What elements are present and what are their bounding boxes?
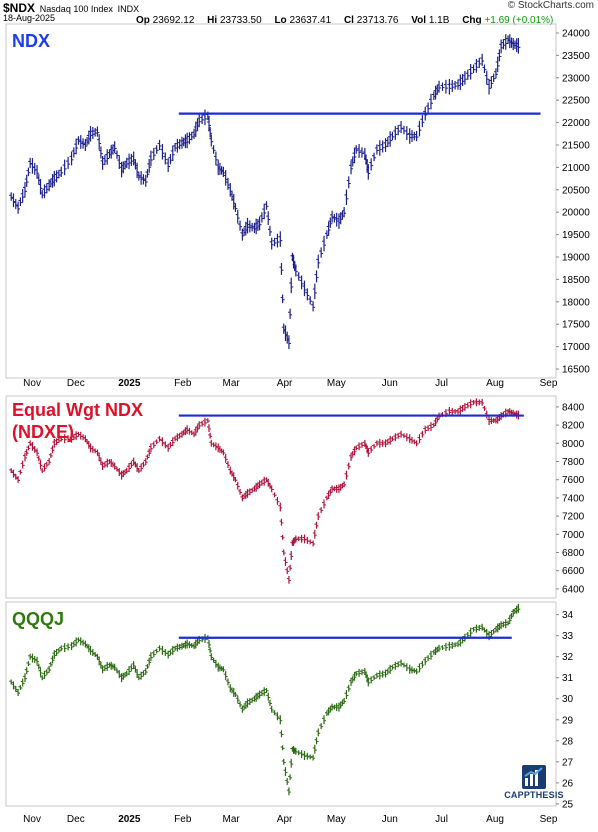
panel-frame-0 bbox=[5, 23, 557, 379]
y-tick-label: 8400 bbox=[562, 402, 585, 413]
y-tick-label: 6800 bbox=[562, 548, 585, 559]
high-value: 23733.50 bbox=[219, 15, 262, 26]
panel-frame-1 bbox=[5, 395, 557, 599]
x-tick-label: Apr bbox=[277, 378, 293, 389]
x-tick-label: Dec bbox=[67, 378, 85, 389]
y-tick-label: 7200 bbox=[562, 512, 585, 523]
y-tick-label: 16500 bbox=[562, 365, 590, 376]
symbol-name: Nasdaq 100 Index bbox=[39, 4, 113, 14]
x-tick-label: Dec bbox=[67, 814, 85, 825]
panel-frame-2 bbox=[5, 601, 557, 807]
x-tick-label: Jun bbox=[382, 814, 398, 825]
chg-label: Chg bbox=[462, 15, 482, 26]
x-tick-label: Jul bbox=[435, 378, 448, 389]
x-tick-label: Sep bbox=[540, 814, 558, 825]
y-tick-label: 20500 bbox=[562, 185, 590, 196]
vol-label: Vol bbox=[411, 15, 427, 26]
y-tick-label: 32 bbox=[562, 652, 574, 663]
x-tick-label: Mar bbox=[222, 378, 240, 389]
close-value: 23713.76 bbox=[356, 15, 399, 26]
site-credit: © StockCharts.com bbox=[507, 0, 594, 11]
y-tick-label: 8200 bbox=[562, 421, 585, 432]
y-tick-label: 8000 bbox=[562, 439, 585, 450]
x-tick-label: Jun bbox=[382, 378, 398, 389]
y-tick-label: 7000 bbox=[562, 530, 585, 541]
symbol-exchange: INDX bbox=[117, 4, 140, 14]
panel-title: NDX bbox=[12, 31, 50, 51]
y-tick-label: 23000 bbox=[562, 73, 590, 84]
y-tick-label: 7400 bbox=[562, 493, 585, 504]
y-tick-label: 19000 bbox=[562, 253, 590, 264]
panel-title: QQQJ bbox=[12, 609, 64, 629]
x-tick-label: Aug bbox=[486, 814, 504, 825]
x-tick-label: 2025 bbox=[118, 378, 141, 389]
y-tick-label: 34 bbox=[562, 610, 574, 621]
y-tick-label: 28 bbox=[562, 736, 574, 747]
brand-logo: CAPPTHESIS bbox=[501, 764, 567, 800]
brand-name: CAPPTHESIS bbox=[504, 790, 564, 800]
x-tick-label: 2025 bbox=[118, 814, 141, 825]
y-tick-label: 26 bbox=[562, 778, 574, 789]
x-tick-label: Sep bbox=[540, 378, 558, 389]
y-tick-label: 19500 bbox=[562, 230, 590, 241]
chart-date: 18-Aug-2025 bbox=[3, 13, 56, 23]
x-tick-label: Nov bbox=[23, 814, 41, 825]
y-tick-label: 29 bbox=[562, 715, 574, 726]
y-tick-label: 6400 bbox=[562, 584, 585, 595]
y-tick-label: 30 bbox=[562, 694, 574, 705]
x-tick-label: Mar bbox=[222, 814, 240, 825]
y-tick-label: 23500 bbox=[562, 51, 590, 62]
y-tick-label: 31 bbox=[562, 673, 574, 684]
open-value: 23692.12 bbox=[152, 15, 195, 26]
x-tick-label: Feb bbox=[174, 814, 192, 825]
close-label: Cl bbox=[343, 15, 354, 26]
chg-value: +1.69 (+0.01%) bbox=[484, 15, 554, 26]
x-tick-label: Apr bbox=[277, 814, 293, 825]
brand-chart-icon bbox=[522, 765, 546, 789]
y-tick-label: 17000 bbox=[562, 342, 590, 353]
quote-bar: Op 23692.12 Hi 23733.50 Lo 23637.41 Cl 2… bbox=[136, 15, 563, 26]
y-tick-label: 24000 bbox=[562, 28, 590, 39]
y-tick-label: 21500 bbox=[562, 140, 590, 151]
y-tick-label: 21000 bbox=[562, 163, 590, 174]
y-tick-label: 33 bbox=[562, 631, 574, 642]
vol-value: 1.1B bbox=[428, 15, 450, 26]
x-tick-label: Aug bbox=[486, 378, 504, 389]
low-label: Lo bbox=[274, 15, 287, 26]
high-label: Hi bbox=[207, 15, 218, 26]
y-tick-label: 22000 bbox=[562, 118, 590, 129]
y-tick-label: 17500 bbox=[562, 320, 590, 331]
y-tick-label: 6600 bbox=[562, 566, 585, 577]
panel-title-line: (NDXE) bbox=[12, 422, 74, 442]
y-tick-label: 7600 bbox=[562, 475, 585, 486]
chart-header: $NDX Nasdaq 100 Index INDX bbox=[3, 1, 139, 15]
y-tick-label: 27 bbox=[562, 757, 574, 768]
y-tick-label: 22500 bbox=[562, 96, 590, 107]
y-tick-label: 18000 bbox=[562, 297, 590, 308]
x-tick-label: May bbox=[327, 378, 346, 389]
panel-title-line: Equal Wgt NDX bbox=[12, 400, 143, 420]
y-tick-label: 7800 bbox=[562, 457, 585, 468]
y-tick-label: 20000 bbox=[562, 208, 590, 219]
x-tick-label: Feb bbox=[174, 378, 192, 389]
y-tick-label: 25 bbox=[562, 799, 574, 810]
x-tick-label: May bbox=[327, 814, 346, 825]
symbol: $NDX bbox=[3, 1, 36, 15]
open-label: Op bbox=[136, 15, 150, 26]
x-tick-label: Nov bbox=[23, 378, 41, 389]
x-tick-label: Jul bbox=[435, 814, 448, 825]
y-tick-label: 18500 bbox=[562, 275, 590, 286]
low-value: 23637.41 bbox=[289, 15, 332, 26]
